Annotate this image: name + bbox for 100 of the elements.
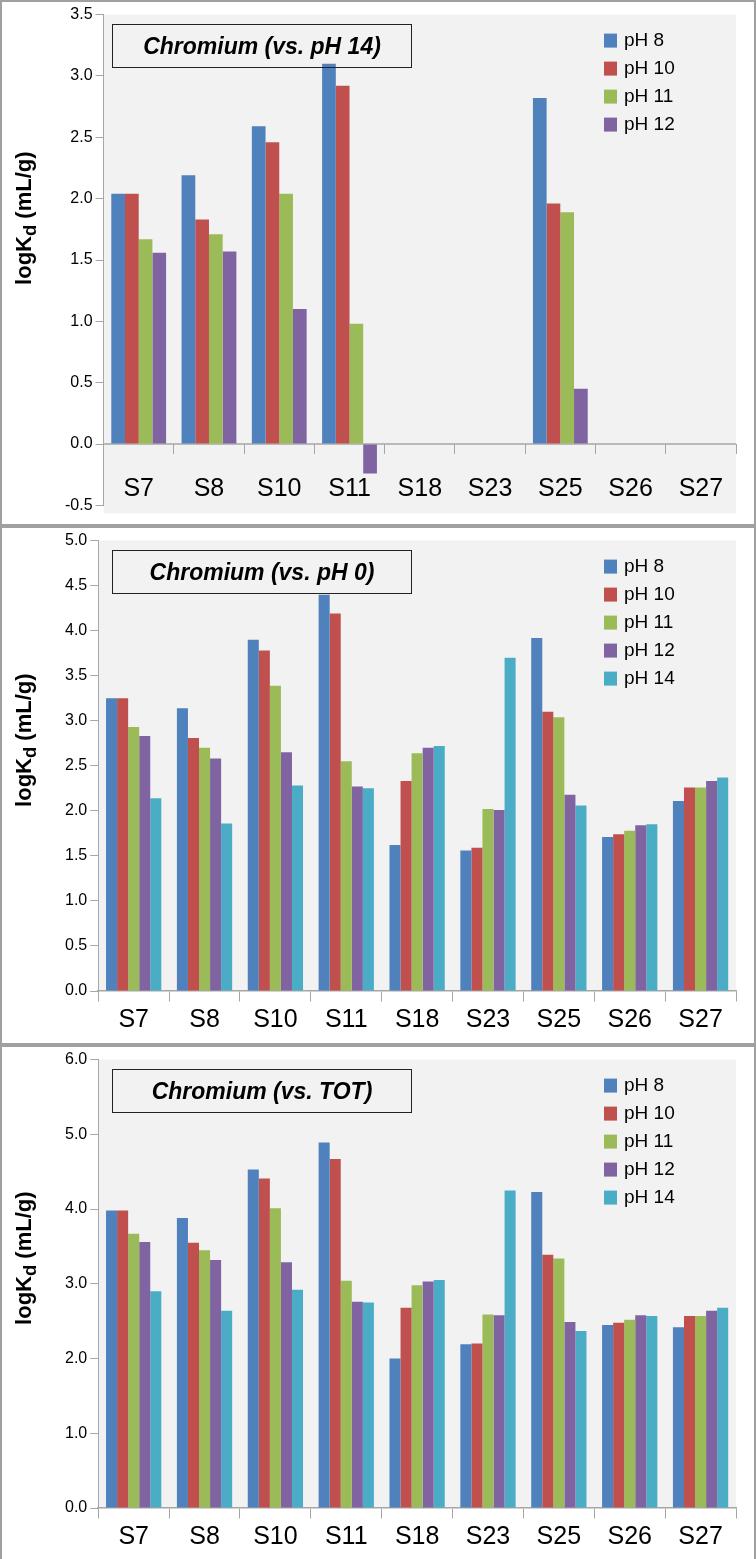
- bar: [574, 388, 588, 444]
- x-tick-label: S10: [257, 472, 302, 501]
- y-tick-label: 5.0: [64, 531, 88, 549]
- bar: [322, 63, 336, 444]
- bar: [128, 727, 140, 991]
- y-tick-label: -0.5: [64, 495, 93, 513]
- x-tick-label: S8: [193, 472, 225, 501]
- bar: [706, 1310, 718, 1508]
- bar: [210, 758, 222, 991]
- bar: [695, 1315, 707, 1508]
- bar: [362, 788, 374, 991]
- y-tick-label: 0.5: [64, 936, 88, 954]
- bar: [195, 219, 209, 444]
- bar: [695, 787, 707, 991]
- bar: [221, 823, 233, 991]
- y-tick-label: 4.0: [64, 621, 88, 639]
- bar: [433, 1280, 445, 1508]
- x-tick-label: S26: [607, 1520, 652, 1549]
- bar: [187, 1242, 200, 1508]
- legend-label: pH 11: [624, 1129, 674, 1151]
- y-tick-label: 3.5: [64, 666, 88, 684]
- bar: [128, 1233, 140, 1508]
- bar: [504, 1190, 516, 1508]
- x-tick-label: S27: [678, 472, 724, 501]
- y-tick-label: 3.0: [70, 66, 93, 84]
- bar: [422, 747, 434, 991]
- bar: [482, 809, 494, 991]
- bar: [602, 836, 614, 991]
- bar: [222, 251, 237, 444]
- bar: [363, 444, 377, 474]
- legend-label: pH 14: [624, 1185, 676, 1207]
- bar: [635, 825, 647, 991]
- legend-label: pH 11: [624, 84, 674, 106]
- y-tick-label: 1.5: [70, 250, 93, 268]
- bar: [717, 777, 729, 991]
- y-tick-label: 5.0: [64, 1124, 88, 1142]
- bar: [542, 1254, 554, 1508]
- x-tick-label: S7: [118, 1003, 149, 1032]
- x-tick-label: S7: [118, 1520, 149, 1549]
- y-tick-label: 6.0: [64, 1050, 88, 1068]
- bar: [340, 761, 352, 991]
- bar: [181, 175, 196, 444]
- bar: [329, 613, 341, 991]
- x-tick-label: S25: [536, 1520, 582, 1549]
- bar: [291, 785, 304, 991]
- y-tick-label: 4.0: [64, 1199, 88, 1217]
- bar: [564, 1321, 576, 1508]
- y-tick-label: 2.0: [64, 1348, 88, 1366]
- bar: [221, 1310, 233, 1508]
- bar: [279, 193, 293, 444]
- legend-label: pH 10: [624, 582, 675, 604]
- bar: [411, 753, 423, 991]
- legend-label: pH 8: [624, 554, 665, 576]
- bar: [706, 781, 718, 991]
- bar: [646, 1315, 658, 1508]
- x-tick-label: S11: [328, 472, 371, 501]
- bar: [717, 1307, 729, 1508]
- y-tick-label: 2.0: [64, 801, 88, 819]
- bar: [460, 1344, 472, 1508]
- bar: [635, 1315, 647, 1508]
- text: Chromium (vs. pH 0): [112, 550, 412, 594]
- y-tick-label: 2.0: [70, 189, 93, 207]
- bar: [422, 1281, 434, 1508]
- bar: [672, 1327, 684, 1508]
- bar: [125, 193, 139, 444]
- bar: [176, 708, 188, 991]
- x-tick-label: S8: [189, 1520, 220, 1549]
- bar: [138, 239, 153, 444]
- bar: [208, 234, 223, 444]
- bar: [389, 845, 401, 991]
- x-tick-label: S10: [253, 1520, 298, 1549]
- x-tick-label: S8: [189, 1003, 220, 1032]
- legend-label: pH 14: [624, 666, 676, 688]
- bar: [106, 698, 118, 991]
- bar: [280, 752, 292, 991]
- bar: [683, 787, 696, 991]
- bar: [258, 1178, 270, 1508]
- x-tick-label: S26: [607, 1003, 652, 1032]
- bar: [504, 657, 516, 991]
- x-tick-label: S23: [465, 1520, 511, 1549]
- x-tick-label: S23: [467, 472, 513, 501]
- bar: [400, 781, 412, 991]
- y-tick-label: 3.0: [64, 1274, 88, 1292]
- legend-label: pH 8: [624, 28, 665, 50]
- bar: [187, 737, 200, 991]
- bar: [493, 1315, 505, 1508]
- y-tick-label: 1.5: [64, 846, 88, 864]
- y-tick-label: 0.0: [64, 981, 88, 999]
- bar: [564, 794, 576, 991]
- bar: [291, 1289, 304, 1508]
- bar: [624, 1319, 636, 1508]
- bar: [117, 1210, 129, 1508]
- bar: [575, 805, 587, 991]
- bar: [560, 212, 575, 444]
- y-tick-label: 0.5: [70, 373, 93, 391]
- bar: [199, 1250, 211, 1508]
- legend-label: pH 10: [624, 56, 675, 78]
- bar: [362, 1302, 374, 1508]
- bar: [329, 1158, 341, 1508]
- y-tick-label: 0.0: [64, 1498, 88, 1516]
